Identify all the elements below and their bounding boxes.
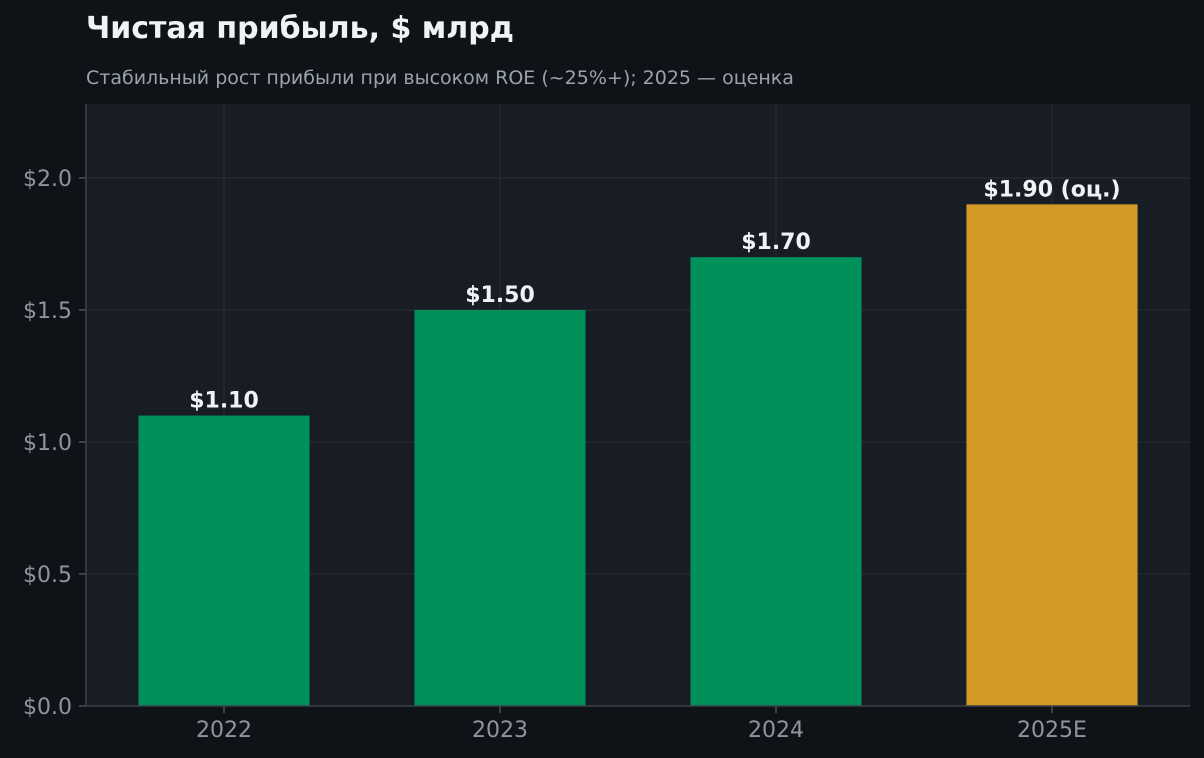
y-tick-label: $1.0 — [23, 431, 72, 456]
y-tick-label: $0.0 — [23, 695, 72, 720]
bar-data-label: $1.70 — [741, 230, 811, 255]
y-tick-label: $2.0 — [23, 167, 72, 192]
bar-data-label: $1.90 (оц.) — [983, 177, 1120, 202]
bar-data-label: $1.10 — [189, 389, 259, 414]
bar-data-label: $1.50 — [465, 283, 535, 308]
x-tick-label: 2024 — [748, 718, 804, 743]
x-tick-label: 2022 — [196, 718, 252, 743]
bar — [966, 204, 1138, 707]
y-tick-label: $1.5 — [23, 299, 72, 324]
bar — [414, 309, 586, 706]
chart-subtitle: Стабильный рост прибыли при высоком ROE … — [86, 67, 794, 89]
chart-title: Чистая прибыль, $ млрд — [86, 11, 514, 46]
bars — [138, 204, 1138, 707]
y-tick-label: $0.5 — [23, 563, 72, 588]
bar — [138, 415, 310, 706]
axes: $0.0 $0.5 $1.0 $1.5 $2.0 2022 2023 2024 2025E — [23, 104, 1190, 743]
x-tick-label: 2025E — [1017, 718, 1087, 743]
bar-labels: $1.10 $1.50 $1.70 $1.90 (оц.) — [189, 177, 1120, 413]
bar — [690, 257, 862, 706]
x-tick-label: 2023 — [472, 718, 528, 743]
